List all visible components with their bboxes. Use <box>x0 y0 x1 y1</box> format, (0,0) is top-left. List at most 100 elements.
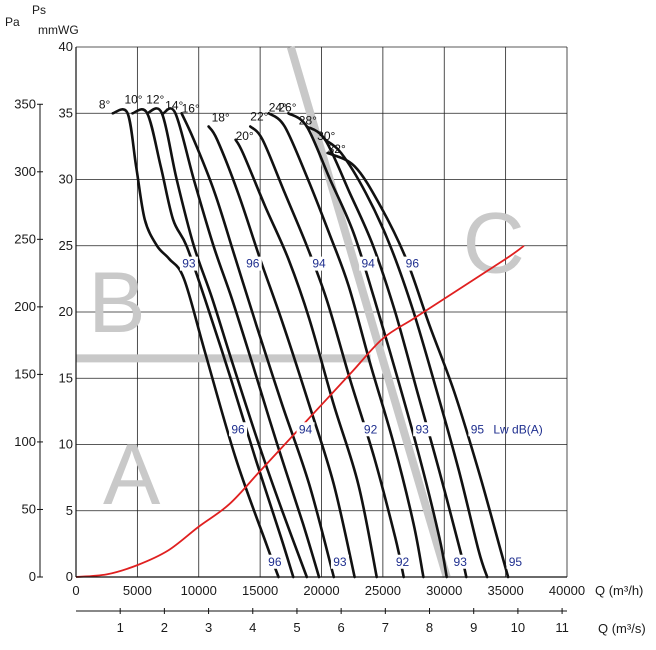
sound-level-label: 96 <box>231 422 245 436</box>
sound-level-label: 94 <box>361 257 375 271</box>
sound-level-label: 96 <box>246 257 260 271</box>
sound-label-bg <box>359 256 378 271</box>
sound-label-bg <box>506 554 525 569</box>
blade-angle-label: 18° <box>212 111 230 125</box>
sound-label-bg <box>451 554 470 569</box>
sound-label-bg <box>296 422 315 437</box>
fan-curve-10deg <box>131 108 295 579</box>
sound-label-bg <box>361 422 380 437</box>
pa-tick-label: 300 <box>14 164 36 179</box>
fan-curve-16deg <box>180 112 336 579</box>
zone-boundary-diagonal <box>286 45 451 579</box>
pa-tick-label: 150 <box>14 366 36 381</box>
fan-curve-32deg <box>326 151 510 579</box>
sound-level-label: 95 <box>471 422 485 436</box>
m3s-tick-label: 9 <box>470 620 477 635</box>
blade-angle-label: 16° <box>182 101 200 115</box>
mmwg-tick-label: 10 <box>59 437 73 452</box>
sound-label-bg <box>468 422 487 437</box>
sound-level-label: 92 <box>364 422 378 436</box>
pa-tick-label: 100 <box>14 434 36 449</box>
sound-label-bg <box>393 554 412 569</box>
sound-label-bg <box>243 256 262 271</box>
mmwg-unit-label: mmWG <box>38 23 79 37</box>
blade-angle-label: 10° <box>124 92 142 106</box>
fan-curve-24deg <box>267 112 425 579</box>
sound-label-bg <box>229 422 248 437</box>
mmwg-tick-label: 35 <box>59 105 73 120</box>
grid <box>75 46 568 578</box>
mmwg-tick-label: 25 <box>59 238 73 253</box>
m3s-tick-label: 8 <box>426 620 433 635</box>
blade-angle-label: 30° <box>317 129 335 143</box>
zone-letter-c: C <box>463 195 525 291</box>
fan-curves <box>111 107 510 579</box>
pa-tick-label: 250 <box>14 231 36 246</box>
m3s-tick-label: 7 <box>382 620 389 635</box>
m3h-tick-label: 15000 <box>242 583 278 598</box>
sound-label-bg <box>310 256 329 271</box>
zones: AB C <box>76 45 525 579</box>
m3s-tick-label: 4 <box>249 620 256 635</box>
pa-tick-label: 200 <box>14 299 36 314</box>
sound-label-bg <box>330 554 349 569</box>
blade-angle-label: 22° <box>250 110 268 124</box>
mmwg-tick-label: 15 <box>59 370 73 385</box>
m3h-tick-label: 5000 <box>123 583 152 598</box>
m3h-tick-label: 0 <box>72 583 79 598</box>
m3h-tick-label: 25000 <box>365 583 401 598</box>
m3h-tick-label: 10000 <box>181 583 217 598</box>
fan-curve-28deg <box>305 125 468 579</box>
m3s-tick-label: 3 <box>205 620 212 635</box>
lwdb-label: Lw dB(A) <box>493 422 542 436</box>
blade-angle-label: 8° <box>99 97 111 111</box>
blade-angle-label: 12° <box>146 92 164 106</box>
m3h-axis-label: Q (m³/h) <box>595 583 643 598</box>
blade-angle-label: 32° <box>328 142 346 156</box>
mmwg-tick-label: 0 <box>66 569 73 584</box>
blade-angle-label: 26° <box>278 100 296 114</box>
sound-level-label: 94 <box>299 422 313 436</box>
pa-tick-label: 0 <box>29 569 36 584</box>
zone-letter-a: A <box>103 427 161 523</box>
blade-angle-label: 28° <box>299 114 317 128</box>
sound-label-bg <box>179 256 198 271</box>
fan-curve-20deg <box>234 138 378 579</box>
blade-angle-label: 20° <box>236 129 254 143</box>
m3s-axis-label: Q (m³/s) <box>598 621 646 636</box>
m3h-tick-label: 40000 <box>549 583 585 598</box>
sound-level-label: 93 <box>454 555 468 569</box>
sound-label-bg <box>413 422 432 437</box>
m3s-tick-label: 5 <box>293 620 300 635</box>
mmwg-tick-label: 40 <box>59 39 73 54</box>
mmwg-tick-label: 20 <box>59 304 73 319</box>
sound-label-bg <box>265 554 284 569</box>
sound-level-label: 93 <box>333 555 347 569</box>
m3s-tick-label: 11 <box>555 620 569 635</box>
m3h-tick-label: 20000 <box>303 583 339 598</box>
m3h-tick-label: 35000 <box>488 583 524 598</box>
zone-letter-b: B <box>88 255 145 351</box>
fan-curve-8deg <box>111 108 280 579</box>
blade-angle-label: 14° <box>165 98 183 112</box>
sound-label-bg <box>403 256 422 271</box>
fan-curve-22deg <box>249 125 405 579</box>
sound-level-label: 94 <box>312 257 326 271</box>
sound-level-label: 92 <box>396 555 410 569</box>
sound-level-label: 96 <box>406 257 420 271</box>
fan-curve-18deg <box>207 125 356 579</box>
pa-tick-label: 350 <box>14 96 36 111</box>
mmwg-tick-label: 30 <box>59 172 73 187</box>
fan-curve-14deg <box>161 107 321 579</box>
m3s-tick-label: 2 <box>161 620 168 635</box>
fan-curve-12deg <box>145 107 309 579</box>
system-curve-line <box>75 245 525 578</box>
sound-level-label: 93 <box>415 422 429 436</box>
sound-level-label: 96 <box>268 555 282 569</box>
mmwg-tick-label: 5 <box>66 503 73 518</box>
m3s-tick-label: 10 <box>511 620 525 635</box>
axes: 0501001502002503003500510152025303540PaP… <box>5 3 646 636</box>
sound-level-label: 93 <box>182 257 196 271</box>
blade-angle-label: 24° <box>269 100 287 114</box>
